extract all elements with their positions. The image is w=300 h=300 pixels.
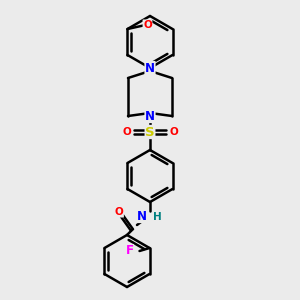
Text: H: H xyxy=(153,212,162,222)
Text: N: N xyxy=(145,110,155,122)
Text: O: O xyxy=(169,127,178,137)
Text: O: O xyxy=(143,20,152,30)
Text: N: N xyxy=(145,61,155,74)
Text: S: S xyxy=(145,125,155,139)
Text: O: O xyxy=(115,207,123,217)
Text: N: N xyxy=(137,209,147,223)
Text: F: F xyxy=(125,244,134,257)
Text: O: O xyxy=(122,127,131,137)
